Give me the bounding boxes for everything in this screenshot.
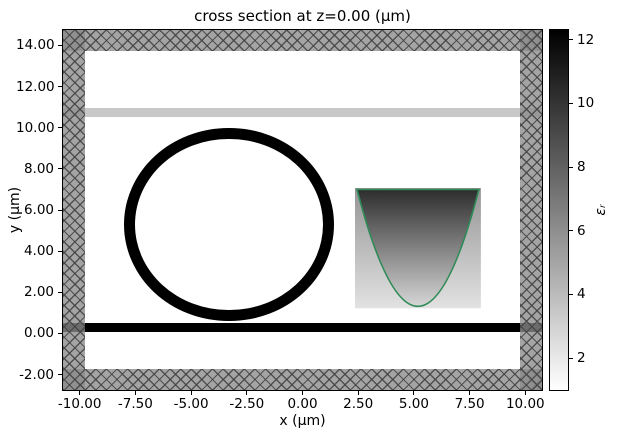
waveguide-slab [63,323,542,333]
x-tick-label: -2.50 [229,396,265,412]
colorbar-tick-mark [569,102,573,104]
x-tick-label: -10.00 [57,396,102,412]
x-tick-mark [357,391,359,395]
x-tick-label: 10.00 [505,396,545,412]
colorbar-label: εᵣ [593,204,609,216]
colorbar-tick-mark [569,39,573,41]
y-tick-label: -2.00 [19,366,54,383]
colorbar-tick-label: 6 [577,222,586,239]
y-tick-label: 0.00 [23,325,54,342]
y-tick-label: 2.00 [23,284,54,301]
colorbar-tick-label: 10 [577,95,595,112]
y-tick-label: 8.00 [23,160,54,177]
colorbar-tick-label: 4 [577,286,586,303]
y-tick-label: 12.00 [16,78,55,95]
y-tick-label: 4.00 [23,243,54,260]
x-tick-mark [79,391,81,395]
y-tick-mark [58,127,62,129]
y-tick-mark [58,291,62,293]
x-tick-label: 5.00 [398,396,429,412]
y-tick-label: 14.00 [16,37,55,54]
colorbar-tick-label: 8 [577,159,586,175]
x-tick-mark [246,391,248,395]
x-tick-label: -5.00 [173,396,209,412]
colorbar-tick-label: 2 [577,350,586,367]
y-tick-mark [58,332,62,334]
y-tick-mark [58,168,62,170]
taper-svg [354,188,481,309]
plot-area [62,29,543,391]
y-tick-mark [58,44,62,46]
x-tick-label: -7.50 [117,396,153,412]
colorbar-tick-mark [569,230,573,232]
x-tick-mark [190,391,192,395]
y-tick-mark [58,209,62,211]
pml-band-right [519,30,542,390]
taper-region [354,188,481,309]
plot-title: cross section at z=0.00 (µm) [194,7,411,25]
pml-band-left [63,30,86,390]
pml-band-bottom [63,369,542,390]
y-tick-mark [58,86,62,88]
upper-cladding-stripe [63,108,542,118]
x-tick-mark [524,391,526,395]
x-tick-mark [413,391,415,395]
x-tick-mark [134,391,136,395]
y-tick-mark [58,250,62,252]
x-tick-label: 7.50 [454,396,485,412]
x-tick-mark [469,391,471,395]
y-tick-label: 6.00 [23,202,54,218]
taper-parabola-outline [355,189,480,308]
colorbar-tick-mark [569,166,573,168]
pml-band-top [63,30,542,51]
colorbar [549,29,569,391]
x-axis-label: x (µm) [279,413,326,429]
colorbar-tick-label: 12 [577,31,595,48]
colorbar-tick-mark [569,357,573,359]
colorbar-tick-mark [569,293,573,295]
x-tick-label: 2.50 [343,396,374,412]
ring-waveguide [124,127,334,322]
y-tick-mark [58,374,62,376]
y-tick-label: 10.00 [16,119,55,136]
x-tick-mark [302,391,303,395]
x-tick-label: 0.00 [287,396,318,412]
